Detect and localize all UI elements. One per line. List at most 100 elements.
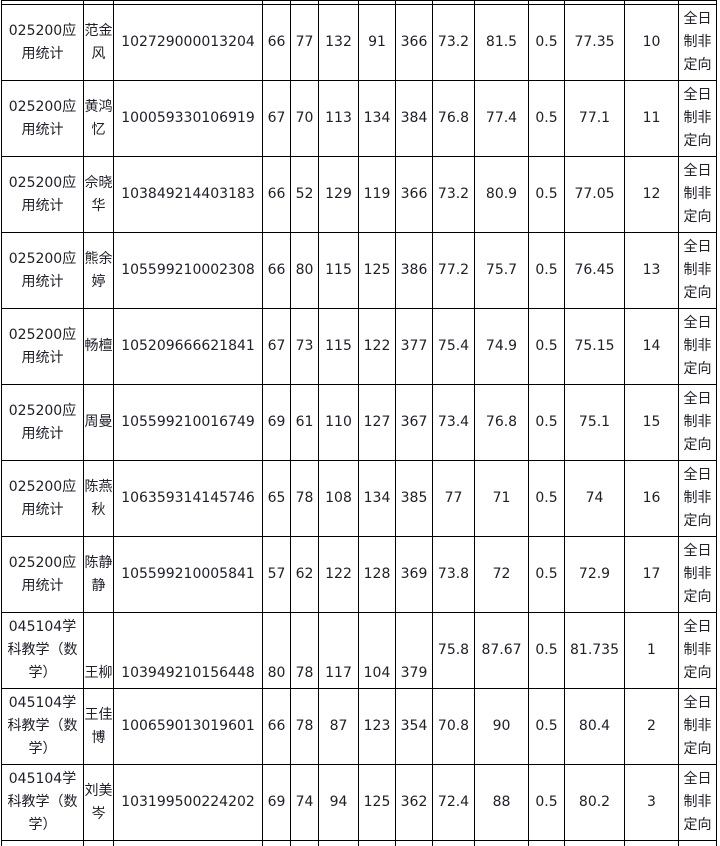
cell-final-score: 75.15 [564, 308, 625, 385]
cell-exam-no: 103949210156448 [113, 612, 263, 689]
cell-final-score: 81.735 [564, 612, 625, 689]
cell-score2: 73 [290, 308, 319, 385]
cell-final-score: 80.4 [564, 688, 625, 765]
cell-weight: 0.5 [528, 232, 565, 309]
cell-program: 045104学科教学（数学） [1, 688, 84, 765]
empty-cell [358, 840, 396, 846]
cell-score4: 134 [358, 460, 396, 537]
table-row: 045104学科教学（数学） 王佳博 100659013019601 66 78 87 12… [1, 688, 717, 765]
cell-total: 354 [395, 688, 433, 765]
cell-ratio1: 72.4 [432, 764, 475, 841]
cell-score3: 122 [318, 536, 359, 613]
cell-name: 熊余婷 [83, 232, 114, 309]
cell-score1: 66 [262, 156, 291, 233]
cell-name: 佘晓华 [83, 156, 114, 233]
empty-cell [395, 840, 433, 846]
cell-program: 025200应用统计 [1, 4, 84, 81]
cell-program: 025200应用统计 [1, 80, 84, 157]
table-row: 025200应用统计 周曼 105599210016749 69 61 110 127 367… [1, 384, 717, 461]
cell-weight: 0.5 [528, 156, 565, 233]
cell-name: 范金风 [83, 4, 114, 81]
cell-score3: 132 [318, 4, 359, 81]
cell-study-mode: 全日制非定向 [678, 612, 717, 689]
empty-cell [262, 840, 291, 846]
cell-final-score: 77.35 [564, 4, 625, 81]
cell-program: 025200应用统计 [1, 308, 84, 385]
cell-study-mode: 全日制非定向 [678, 4, 717, 81]
cell-ratio2: 74.9 [474, 308, 529, 385]
cell-study-mode: 全日制非定向 [678, 308, 717, 385]
cell-name: 畅檀 [83, 308, 114, 385]
cell-score4: 125 [358, 764, 396, 841]
cell-weight: 0.5 [528, 688, 565, 765]
cell-name: 王佳博 [83, 688, 114, 765]
cell-rank: 2 [624, 688, 679, 765]
cell-final-score: 75.1 [564, 384, 625, 461]
cell-score4: 91 [358, 4, 396, 81]
cell-score3: 113 [318, 80, 359, 157]
table-row: 025200应用统计 畅檀 105209666621841 67 73 115 122 377… [1, 308, 717, 385]
cell-total: 366 [395, 156, 433, 233]
cell-name: 陈燕秋 [83, 460, 114, 537]
table-row: 025200应用统计 陈静静 105599210005841 57 62 122 128 36… [1, 536, 717, 613]
cell-study-mode: 全日制非定向 [678, 156, 717, 233]
cell-total: 379 [395, 612, 433, 689]
cell-ratio1: 73.8 [432, 536, 475, 613]
empty-cell [624, 840, 679, 846]
cell-rank: 12 [624, 156, 679, 233]
table-row: 025200应用统计 黄鸿忆 100059330106919 67 70 113 134 38… [1, 80, 717, 157]
cell-total: 367 [395, 384, 433, 461]
cell-rank: 17 [624, 536, 679, 613]
cell-score1: 67 [262, 308, 291, 385]
cell-study-mode: 全日制非定向 [678, 80, 717, 157]
cell-program: 025200应用统计 [1, 460, 84, 537]
cell-exam-no: 105599210005841 [113, 536, 263, 613]
cell-rank: 10 [624, 4, 679, 81]
cell-total: 366 [395, 4, 433, 81]
empty-cell [1, 840, 84, 846]
cell-score3: 115 [318, 232, 359, 309]
cell-score4: 119 [358, 156, 396, 233]
cell-final-score: 77.05 [564, 156, 625, 233]
cell-weight: 0.5 [528, 80, 565, 157]
cell-score2: 78 [290, 460, 319, 537]
cell-name: 王柳 [83, 612, 114, 689]
cell-program: 045104学科教学（数学） [1, 612, 84, 689]
cell-rank: 16 [624, 460, 679, 537]
cell-ratio1: 73.4 [432, 384, 475, 461]
cell-score3: 115 [318, 308, 359, 385]
cell-exam-no: 103199500224202 [113, 764, 263, 841]
cell-ratio2: 88 [474, 764, 529, 841]
cell-score4: 125 [358, 232, 396, 309]
cell-score1: 69 [262, 764, 291, 841]
cell-weight: 0.5 [528, 308, 565, 385]
cell-ratio2: 75.7 [474, 232, 529, 309]
cell-name: 刘美岑 [83, 764, 114, 841]
cell-score1: 66 [262, 4, 291, 81]
cell-ratio1: 73.2 [432, 4, 475, 81]
cell-score2: 61 [290, 384, 319, 461]
cell-score2: 70 [290, 80, 319, 157]
cell-study-mode: 全日制非定向 [678, 232, 717, 309]
cell-rank: 3 [624, 764, 679, 841]
cell-score4: 128 [358, 536, 396, 613]
empty-cell [474, 840, 529, 846]
cell-name: 陈静静 [83, 536, 114, 613]
cell-study-mode: 全日制非定向 [678, 384, 717, 461]
cell-score3: 110 [318, 384, 359, 461]
cell-total: 386 [395, 232, 433, 309]
cell-total: 384 [395, 80, 433, 157]
empty-cell [83, 840, 114, 846]
cell-exam-no: 106359314145746 [113, 460, 263, 537]
cell-score3: 117 [318, 612, 359, 689]
cell-ratio1: 70.8 [432, 688, 475, 765]
empty-cell [113, 840, 263, 846]
empty-cell [432, 840, 475, 846]
cell-study-mode: 全日制非定向 [678, 460, 717, 537]
cell-score3: 108 [318, 460, 359, 537]
cell-score1: 66 [262, 688, 291, 765]
cell-ratio1: 73.2 [432, 156, 475, 233]
table-row: 025200应用统计 范金风 102729000013204 66 77 132 91 366… [1, 4, 717, 81]
